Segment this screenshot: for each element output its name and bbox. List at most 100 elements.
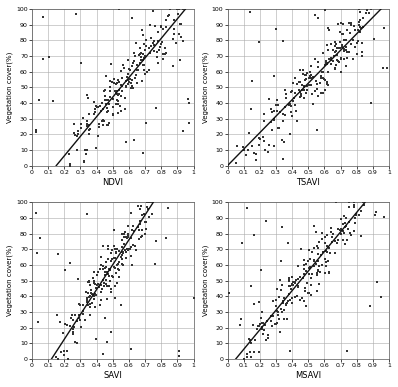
Point (324, 248, 330, 255)
Point (123, 139, 129, 145)
Point (325, 82, 331, 88)
Point (315, 258, 321, 264)
Point (96, 121, 102, 127)
Point (177, 21, 183, 27)
Point (288, 109, 295, 115)
Point (103, 264, 109, 270)
Point (283, 300, 289, 307)
Point (122, 106, 129, 112)
Point (112, 88, 118, 94)
Point (251, 232, 258, 238)
Point (309, 271, 315, 277)
Point (96, 284, 102, 290)
Point (117, 92, 124, 99)
Point (80, 311, 86, 317)
Point (82, 146, 88, 152)
Point (105, 120, 112, 126)
Point (70, 121, 77, 127)
Point (66, 161, 73, 168)
Point (342, 224, 348, 230)
Point (293, 277, 299, 283)
Point (113, 280, 120, 286)
Point (286, 291, 293, 297)
Point (240, 144, 246, 150)
Point (58, 349, 64, 355)
Point (89, 300, 95, 306)
Point (299, 82, 306, 88)
Point (53, 354, 59, 360)
Point (275, 312, 281, 318)
Point (124, 235, 130, 241)
Point (279, 224, 285, 230)
Point (119, 261, 126, 267)
Point (356, 6, 363, 12)
Point (286, 275, 293, 281)
Point (127, 76, 133, 82)
Point (118, 253, 124, 260)
Point (135, 203, 141, 209)
Point (103, 101, 109, 108)
Point (146, 45, 152, 51)
Point (234, 143, 240, 149)
Point (268, 318, 274, 324)
Point (259, 134, 266, 140)
Y-axis label: Vegetation cover(%): Vegetation cover(%) (203, 51, 209, 123)
Point (301, 95, 307, 101)
Point (373, 209, 379, 215)
Point (248, 283, 254, 289)
Point (306, 69, 313, 75)
Point (107, 84, 113, 90)
Point (297, 67, 303, 73)
Point (78, 324, 84, 330)
Point (84, 297, 90, 303)
Point (122, 229, 129, 235)
Point (307, 264, 313, 270)
Point (84, 279, 91, 285)
Point (150, 9, 156, 15)
Point (310, 245, 317, 251)
Point (303, 72, 310, 78)
Point (338, 226, 344, 232)
Point (115, 110, 121, 116)
Point (314, 127, 320, 133)
Point (337, 45, 343, 51)
Point (258, 267, 264, 273)
Point (246, 130, 252, 136)
Point (332, 49, 338, 55)
Point (103, 277, 109, 283)
Point (343, 348, 350, 354)
Point (128, 346, 135, 352)
Point (301, 271, 307, 277)
Point (281, 139, 287, 146)
Point (40, 56, 46, 62)
Point (367, 303, 374, 309)
Point (126, 245, 132, 252)
Point (314, 86, 320, 92)
Point (259, 320, 266, 326)
Point (339, 44, 345, 50)
Point (270, 298, 276, 304)
Point (122, 95, 129, 101)
Point (153, 105, 160, 111)
Point (244, 354, 251, 361)
Point (358, 233, 364, 239)
Point (55, 356, 61, 362)
Point (308, 275, 314, 281)
Point (115, 274, 122, 281)
Point (380, 25, 387, 31)
Point (353, 40, 360, 46)
Point (267, 118, 274, 125)
Point (243, 152, 250, 158)
Point (311, 262, 318, 269)
Point (111, 226, 117, 233)
Point (107, 329, 114, 335)
Point (127, 246, 134, 252)
Point (305, 258, 311, 264)
Point (368, 99, 374, 106)
X-axis label: MSAVI: MSAVI (295, 371, 322, 380)
Point (259, 320, 265, 326)
Point (170, 36, 176, 42)
Point (93, 291, 100, 298)
Point (80, 308, 86, 314)
Point (98, 296, 105, 303)
